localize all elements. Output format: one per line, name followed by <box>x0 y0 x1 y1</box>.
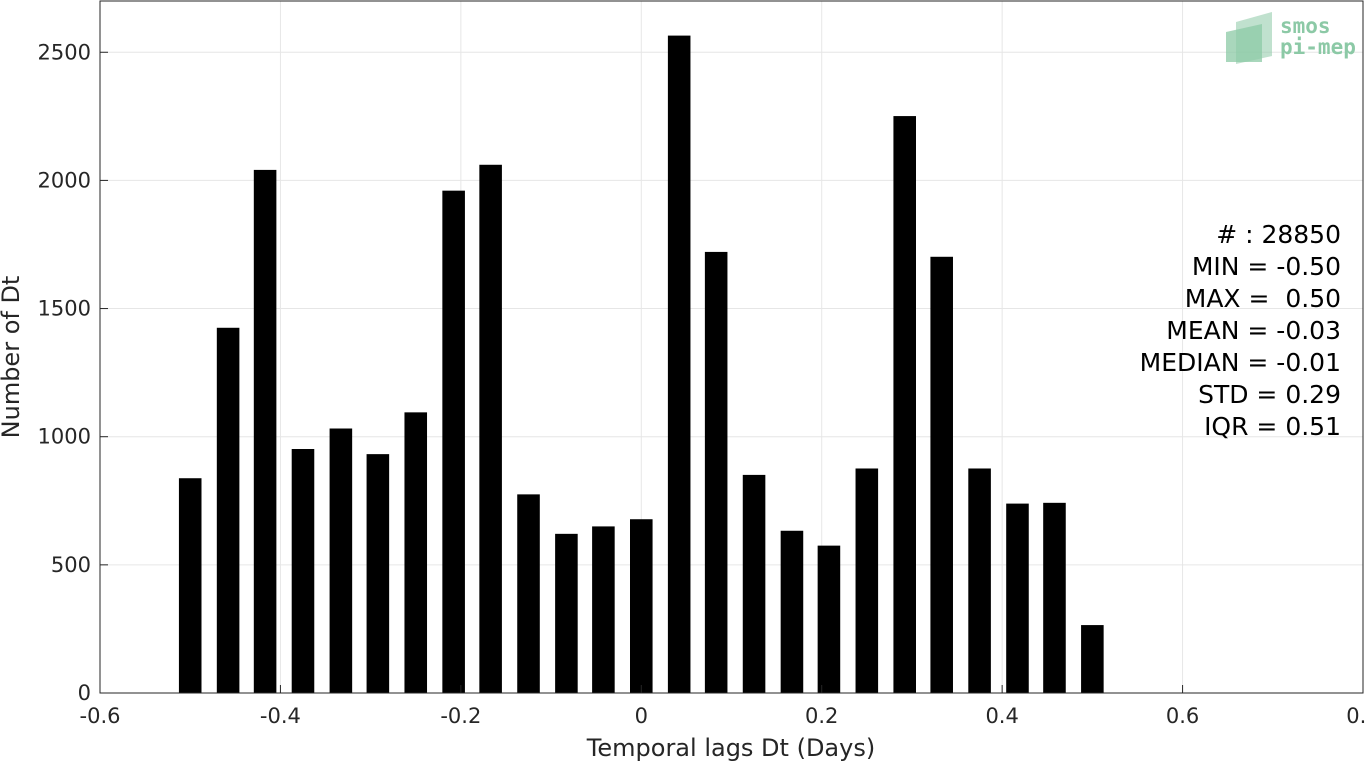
bar <box>968 468 991 693</box>
bar <box>291 449 315 693</box>
bar <box>1081 625 1104 693</box>
bar <box>742 474 766 693</box>
stat-line: IQR = 0.51 <box>1204 412 1341 441</box>
x-axis-label: Temporal lags Dt (Days) <box>586 734 875 762</box>
y-tick-label: 1500 <box>38 297 91 321</box>
bar <box>555 533 578 693</box>
y-tick-label: 2000 <box>38 168 91 192</box>
logo-waves-shade <box>1226 24 1262 62</box>
bar <box>517 494 540 693</box>
bar-series <box>178 35 1104 694</box>
y-axis-label: Number of Dt <box>0 276 25 439</box>
plot-frame <box>99 0 1364 694</box>
bar <box>667 35 691 694</box>
bar <box>366 454 390 693</box>
bar <box>442 190 465 694</box>
bar <box>780 530 804 693</box>
x-tick-label: 0.8 <box>1346 704 1365 728</box>
bar <box>817 545 841 693</box>
y-tick-label: 0 <box>78 681 91 705</box>
x-tick-label: 0 <box>635 704 648 728</box>
stat-line: MAX = 0.50 <box>1185 284 1341 313</box>
bar <box>1043 502 1066 693</box>
stat-line: # : 28850 <box>1216 220 1341 249</box>
x-axis-ticks: -0.6 -0.4 -0.2 0 0.2 0.4 0.6 0.8 <box>80 685 1365 728</box>
bar <box>704 251 728 694</box>
y-tick-label: 2500 <box>38 40 91 64</box>
logo-text-pimep: pi-mep <box>1280 35 1356 59</box>
stat-line: STD = 0.29 <box>1198 380 1341 409</box>
x-tick-label: -0.4 <box>260 704 301 728</box>
statistics-box: # : 28850 MIN = -0.50 MAX = 0.50 MEAN = -0.… <box>1140 220 1341 441</box>
stat-line: MEAN = -0.03 <box>1166 316 1341 345</box>
bar <box>1006 503 1029 693</box>
bar <box>404 412 428 693</box>
y-tick-label: 500 <box>51 553 91 577</box>
x-tick-label: 0.6 <box>1166 704 1199 728</box>
bar <box>479 164 502 694</box>
bar <box>855 468 879 693</box>
stat-line: MIN = -0.50 <box>1192 252 1341 281</box>
smos-pi-mep-logo: smos pi-mep <box>1226 12 1356 64</box>
stat-line: MEDIAN = -0.01 <box>1140 348 1341 377</box>
bar <box>893 116 916 694</box>
bar <box>629 519 653 693</box>
bar <box>178 478 202 693</box>
bar <box>592 526 615 693</box>
bar <box>216 327 240 693</box>
bar <box>253 169 277 693</box>
x-tick-label: 0.4 <box>985 704 1018 728</box>
bar <box>930 256 953 693</box>
x-tick-label: -0.6 <box>80 704 121 728</box>
x-tick-label: -0.2 <box>440 704 481 728</box>
y-tick-label: 1000 <box>38 425 91 449</box>
bar <box>329 428 353 693</box>
y-axis-ticks: 0 500 1000 1500 2000 2500 <box>38 40 108 705</box>
logo-text-smos: smos <box>1280 14 1331 38</box>
x-tick-label: 0.2 <box>805 704 838 728</box>
